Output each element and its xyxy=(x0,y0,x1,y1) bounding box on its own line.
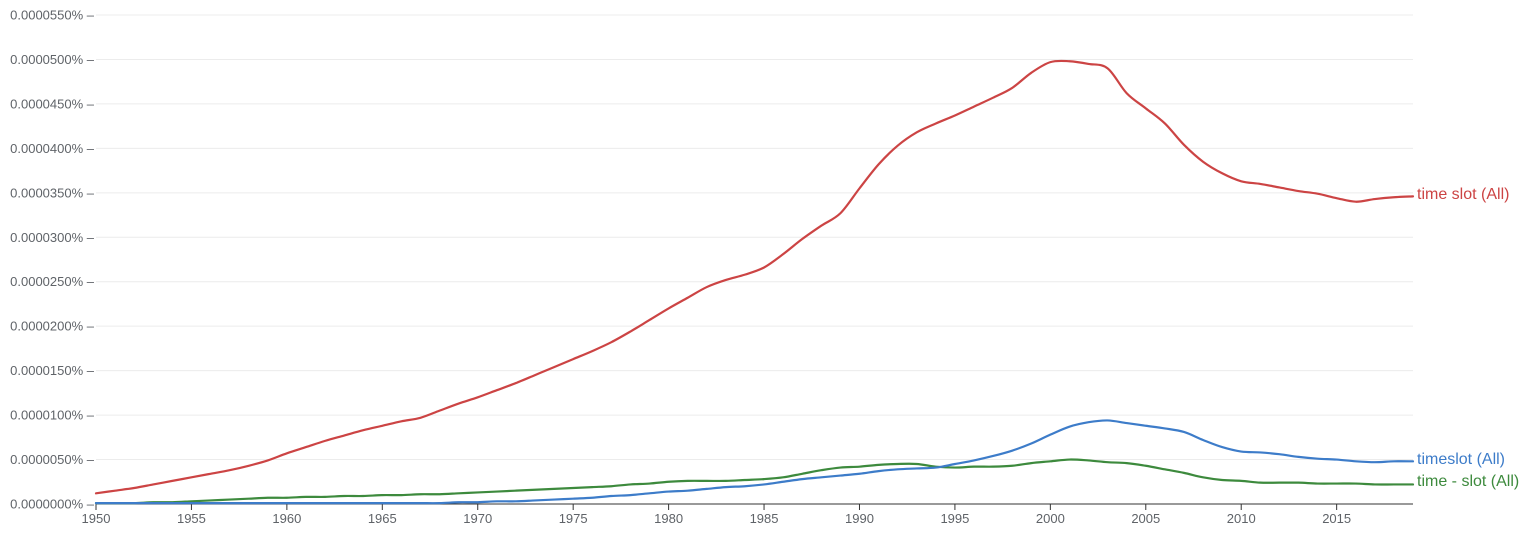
y-tick-label: 0.0000500% – xyxy=(10,52,95,67)
x-tick-label: 2010 xyxy=(1227,511,1256,526)
y-tick-label: 0.0000350% – xyxy=(10,185,95,200)
y-tick-label: 0.0000000% – xyxy=(10,497,95,512)
x-tick-label: 1965 xyxy=(368,511,397,526)
y-tick-label: 0.0000300% – xyxy=(10,230,95,245)
x-tick-label: 1990 xyxy=(845,511,874,526)
x-tick-label: 2005 xyxy=(1131,511,1160,526)
series-label-2[interactable]: time - slot (All) xyxy=(1417,473,1519,490)
x-tick-label: 1980 xyxy=(654,511,683,526)
y-tick-label: 0.0000400% – xyxy=(10,141,95,156)
y-tick-label: 0.0000050% – xyxy=(10,452,95,467)
series-label-0[interactable]: time slot (All) xyxy=(1417,186,1509,203)
grid-layer xyxy=(96,14,1413,461)
y-tick-label: 0.0000150% – xyxy=(10,363,95,378)
x-tick-label: 1975 xyxy=(559,511,588,526)
y-tick-label: 0.0000450% – xyxy=(10,96,95,111)
y-tick-label: 0.0000200% – xyxy=(10,319,95,334)
series-layer xyxy=(94,59,1415,505)
label-layer: time slot (All) timeslot (All) time - slot… xyxy=(1417,186,1519,490)
x-tick-label: 1970 xyxy=(463,511,492,526)
series-label-1[interactable]: timeslot (All) xyxy=(1417,451,1505,468)
x-tick-label: 1960 xyxy=(272,511,301,526)
x-tick-label: 2015 xyxy=(1322,511,1351,526)
series-line-1[interactable] xyxy=(94,419,1415,505)
x-tick-label: 2000 xyxy=(1036,511,1065,526)
y-tick-label: 0.0000100% – xyxy=(10,408,95,423)
x-tick-label: 1955 xyxy=(177,511,206,526)
x-tick-label: 1995 xyxy=(940,511,969,526)
y-tick-label: 0.0000550% – xyxy=(10,8,95,23)
x-tick-label: 1985 xyxy=(750,511,779,526)
x-tick-label: 1950 xyxy=(82,511,111,526)
axis-layer: 0.0000000% – 0.0000050% – 0.0000100% – 0.00… xyxy=(10,8,1413,526)
series-line-0[interactable] xyxy=(94,59,1415,495)
y-tick-label: 0.0000250% – xyxy=(10,274,95,289)
series-line-2[interactable] xyxy=(94,458,1415,505)
